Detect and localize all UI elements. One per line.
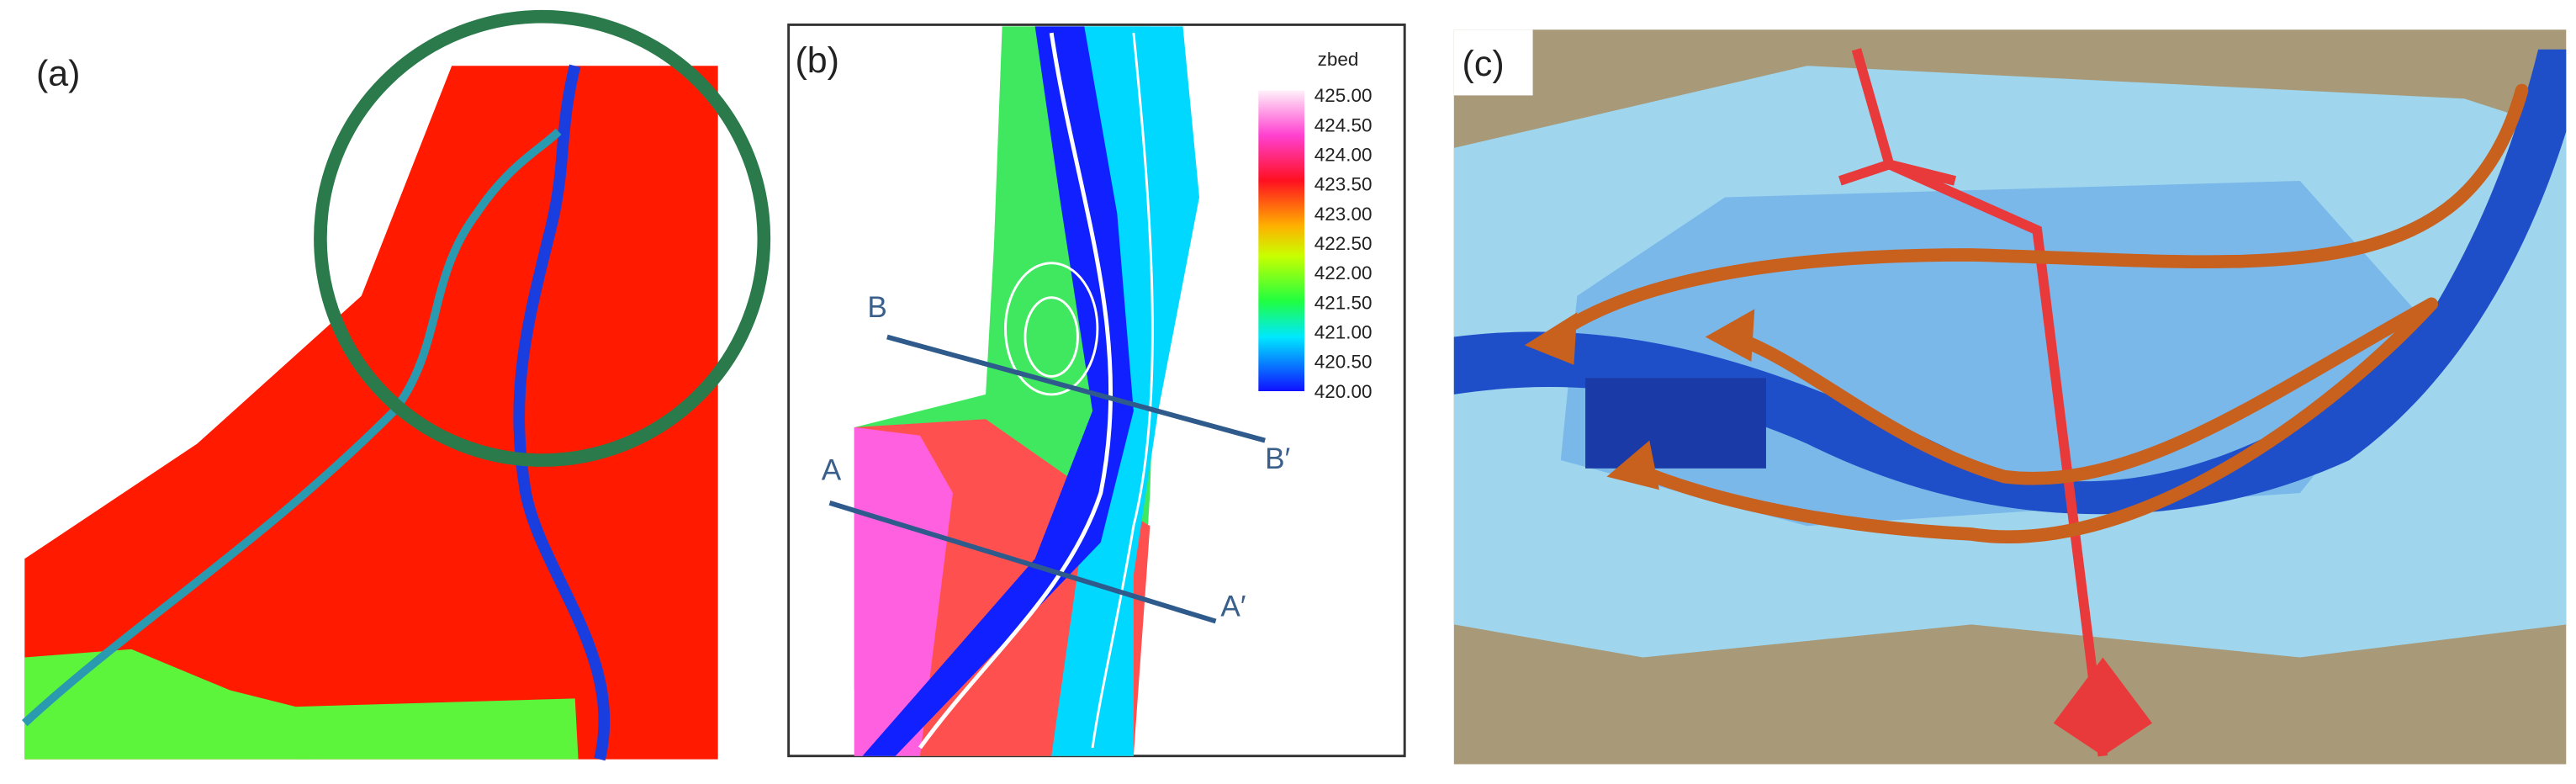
legend-tick: 423.00 <box>1314 204 1373 225</box>
flow-arrow <box>1727 297 2438 485</box>
streamline <box>918 32 1113 750</box>
arrow-head <box>1606 440 1659 490</box>
section-label: B <box>867 291 886 324</box>
legend-tick: 424.50 <box>1314 114 1373 135</box>
legend-tick: 421.00 <box>1314 322 1373 343</box>
legend-ticks: 425.00 424.50 424.00 423.50 423.00 422.50 422.… <box>1314 85 1373 402</box>
legend-title: zbed <box>1318 49 1359 70</box>
eddy <box>1004 262 1099 396</box>
road <box>1838 48 2108 757</box>
arrow-head <box>1524 312 1578 365</box>
panel-c: (c) <box>1453 29 2567 765</box>
panel-label: (a) <box>36 54 81 94</box>
highlight-circle <box>314 9 771 467</box>
legend-tick: 422.00 <box>1314 262 1373 283</box>
urban-area <box>295 698 579 760</box>
legend-tick: 424.00 <box>1314 145 1373 166</box>
legend-tick: 423.50 <box>1314 174 1373 195</box>
flow-arrow <box>1627 297 2438 544</box>
panel-a: (a) <box>21 9 771 761</box>
section-line <box>828 501 1217 624</box>
panel-label: (b) <box>795 40 839 81</box>
legend-tick: 421.50 <box>1314 292 1373 313</box>
section-label: A′ <box>1220 591 1246 623</box>
flow-arrow <box>1546 83 2529 344</box>
arrow-heads <box>1524 309 1755 490</box>
pond <box>1585 378 1766 469</box>
label-box <box>1453 29 1533 96</box>
legend-tick: 422.50 <box>1314 233 1373 254</box>
bed-pink <box>854 426 953 756</box>
arrow-head <box>1705 309 1755 362</box>
urban-area <box>24 649 313 760</box>
legend-tick: 420.50 <box>1314 352 1373 373</box>
panel-b: B B′ A A′ zbed 425.00424.50424.00423.504… <box>787 23 1406 758</box>
road-junction <box>2053 657 2153 756</box>
section-line <box>886 334 1266 443</box>
flow-arrows <box>1546 83 2529 544</box>
river <box>513 64 611 761</box>
panel-label: (c) <box>1463 44 1505 84</box>
eddy <box>1024 296 1079 378</box>
river <box>21 128 562 727</box>
streamline <box>1091 33 1154 749</box>
section-label: A <box>822 454 842 487</box>
section-label: B′ <box>1265 442 1290 475</box>
colorbar <box>1258 90 1305 392</box>
legend-tick: 420.00 <box>1314 381 1373 402</box>
legend-tick: 425.00 <box>1314 85 1373 106</box>
